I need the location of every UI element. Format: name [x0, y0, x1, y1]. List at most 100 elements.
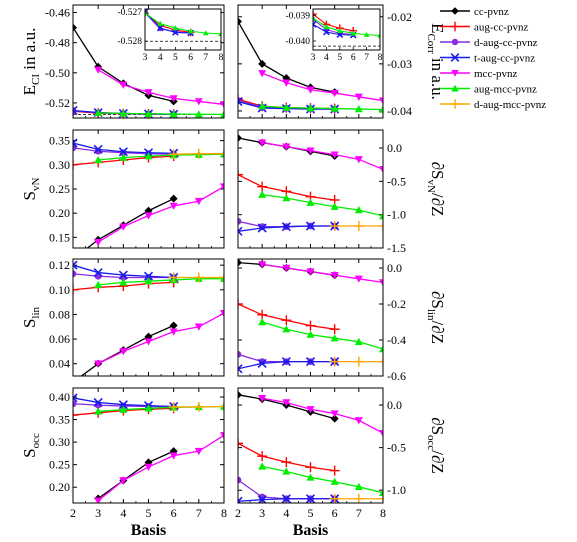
- point-aug-mcc-pvnz: [220, 274, 224, 282]
- series-line-aug-mcc-pvnz: [262, 194, 383, 217]
- point-aug-cc-pvnz: [238, 299, 243, 309]
- y-axis-label: ∂Slin/∂Z: [425, 291, 447, 344]
- point-d-aug-mcc-pvnz: [193, 148, 204, 159]
- axes-frame: [237, 4, 384, 119]
- series-line-mcc-pvnz: [262, 142, 383, 170]
- inset-point-aug-mcc-pvnz: [350, 30, 356, 36]
- point-mcc-pvnz: [379, 97, 383, 105]
- inset-y-tick-label: -0.039: [285, 11, 310, 21]
- point-aug-cc-pvnz: [329, 465, 340, 476]
- y-tick-label: -0.02: [387, 10, 412, 24]
- point-cc-pvnz: [69, 378, 77, 386]
- y-axis-label: Socc: [20, 433, 42, 458]
- y-tick-label: 0.20: [49, 206, 70, 220]
- point-aug-mcc-pvnz: [330, 104, 339, 112]
- point-cc-pvnz: [73, 23, 77, 32]
- y-tick-label: -1.0: [387, 208, 406, 222]
- point-mcc-pvnz: [169, 202, 178, 210]
- panel-dsvn-dz: 0.0 -0.5 -1.0 -1.5 ∂SvN/∂Z: [237, 129, 447, 255]
- x-tick-label: 6: [171, 506, 177, 520]
- point-mcc-pvnz: [258, 70, 267, 78]
- point-mcc-pvnz: [119, 477, 128, 485]
- inset-x-tick-label: 8: [378, 53, 383, 63]
- y-axis-label: ∂Socc/∂Z: [425, 417, 447, 474]
- point-mcc-pvnz: [306, 406, 315, 414]
- inset-point-aug-mcc-pvnz: [218, 31, 221, 37]
- series-line-mcc-pvnz: [97, 434, 224, 502]
- inset-point-aug-cc-pvnz: [313, 10, 317, 18]
- legend-marker-aug-cc-pvnz: [450, 21, 460, 32]
- x-axis-label: Basis: [293, 522, 329, 539]
- y-tick-label: 0.0: [387, 141, 402, 155]
- point-aug-mcc-pvnz: [306, 198, 315, 206]
- y-axis-label: ECI in a.u.: [20, 28, 42, 96]
- point-d-aug-mcc-pvnz: [378, 221, 383, 231]
- point-mcc-pvnz: [94, 66, 103, 74]
- legend-marker-aug-mcc-pvnz: [451, 84, 459, 92]
- y-tick-label: -0.4: [387, 333, 406, 347]
- inset-point-aug-mcc-pvnz: [363, 31, 370, 37]
- point-aug-mcc-pvnz: [282, 194, 291, 202]
- point-mcc-pvnz: [194, 323, 203, 331]
- y-axis-label: ∂SvN/∂Z: [425, 162, 447, 217]
- point-cc-pvnz: [238, 390, 242, 399]
- series-line-aug-mcc-pvnz: [98, 153, 224, 161]
- point-mcc-pvnz: [169, 95, 178, 103]
- series-line-aug-mcc-pvnz: [262, 465, 383, 494]
- point-aug-mcc-pvnz: [144, 277, 153, 285]
- point-d-aug-mcc-pvnz: [353, 356, 364, 367]
- point-mcc-pvnz: [94, 497, 103, 503]
- point-mcc-pvnz: [220, 309, 224, 318]
- inset-y-tick-label: -0.528: [117, 37, 142, 47]
- axes-frame: [237, 387, 384, 504]
- point-aug-cc-pvnz: [305, 462, 316, 473]
- point-d-aug-mcc-pvnz: [329, 221, 340, 231]
- point-aug-cc-pvnz: [73, 410, 78, 421]
- point-cc-pvnz: [330, 414, 339, 423]
- legend-marker-mcc-pvnz: [451, 69, 459, 77]
- point-d-aug-mcc-pvnz: [193, 272, 204, 283]
- inset-x-tick-label: 3: [143, 53, 148, 63]
- point-mcc-pvnz: [194, 197, 203, 206]
- point-d-aug-cc-pvnz: [73, 270, 77, 278]
- point-t-aug-cc-pvnz: [143, 271, 154, 281]
- axes-frame: [237, 129, 384, 249]
- point-aug-mcc-pvnz: [330, 334, 339, 342]
- legend-marker-d-aug-mcc-pvnz: [450, 99, 460, 109]
- x-tick-label: 2: [235, 506, 241, 520]
- series-line-mcc-pvnz: [97, 312, 224, 365]
- point-t-aug-cc-pvnz: [93, 144, 103, 154]
- y-tick-label: 0.10: [49, 283, 70, 297]
- point-mcc-pvnz: [169, 452, 178, 460]
- point-mcc-pvnz: [94, 238, 103, 247]
- point-d-aug-mcc-pvnz: [378, 493, 383, 503]
- point-aug-mcc-pvnz: [354, 105, 363, 113]
- y-tick-label: 0.25: [49, 182, 70, 196]
- point-mcc-pvnz: [144, 212, 153, 220]
- point-t-aug-cc-pvnz: [305, 221, 316, 231]
- point-mcc-pvnz: [94, 360, 103, 368]
- x-tick-label: 5: [146, 506, 152, 520]
- point-d-aug-mcc-pvnz: [168, 401, 179, 412]
- series-line-aug-mcc-pvnz: [98, 112, 224, 116]
- x-tick-label: 8: [380, 506, 386, 520]
- point-aug-cc-pvnz: [73, 284, 78, 295]
- inset-frame: [312, 8, 381, 51]
- point-mcc-pvnz: [330, 272, 339, 280]
- inset-point-t-aug-cc-pvnz: [313, 21, 317, 28]
- point-t-aug-cc-pvnz: [118, 270, 128, 280]
- point-aug-cc-pvnz: [329, 324, 340, 335]
- point-cc-pvnz: [238, 17, 242, 26]
- y-tick-label: -0.52: [45, 96, 70, 110]
- point-mcc-pvnz: [282, 264, 291, 272]
- point-cc-pvnz: [238, 134, 242, 142]
- y-tick-label: -1.5: [387, 241, 406, 255]
- x-tick-label: 4: [120, 506, 126, 520]
- point-aug-mcc-pvnz: [282, 103, 291, 111]
- inset-x-tick-label: 6: [351, 53, 356, 63]
- point-aug-mcc-pvnz: [220, 110, 224, 118]
- point-d-aug-mcc-pvnz: [168, 272, 179, 283]
- inset-series-line-aug-mcc-pvnz: [145, 12, 221, 35]
